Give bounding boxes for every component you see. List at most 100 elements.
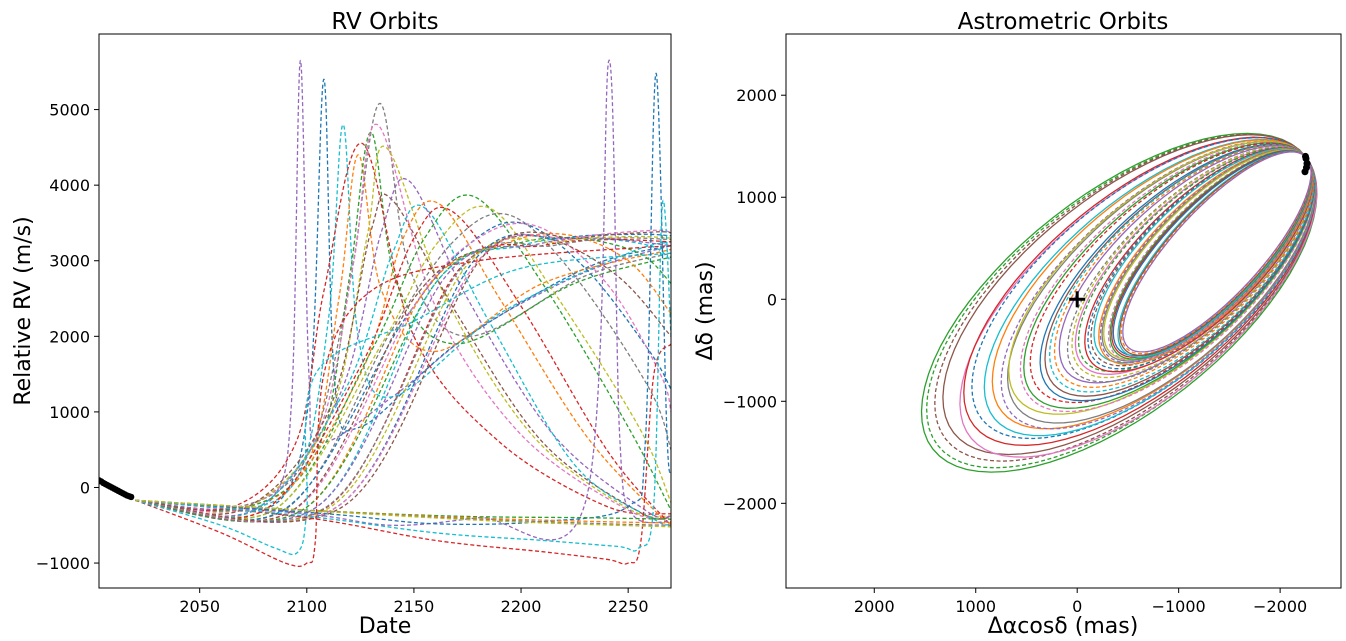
astro-orbit-line (1084, 147, 1314, 373)
astrometric-orbits-panel: Astrometric Orbits 2000 1000 0 −1000 −2000 −… (693, 9, 1342, 639)
astro-orbit-line (1099, 148, 1314, 364)
rv-x-tick-label: 2250 (608, 597, 649, 616)
rv-orbit-line (135, 237, 671, 523)
rv-orbit-line (135, 252, 671, 556)
astro-orbit-line (1117, 150, 1313, 358)
astro-orbit-line (1008, 140, 1316, 415)
rv-orbit-line (135, 237, 671, 522)
rv-y-tick-label: −1000 (36, 554, 90, 573)
rv-orbit-line (135, 131, 671, 512)
astro-orbit-line (1087, 147, 1314, 370)
rv-orbit-line (135, 145, 671, 518)
rv-orbit-line (135, 102, 671, 512)
astro-orbit-line (1120, 151, 1312, 355)
rv-orbit-line (135, 124, 671, 512)
rv-orbit-line (135, 78, 671, 512)
rv-orbit-line (135, 237, 671, 523)
astro-orbit-line (1071, 146, 1315, 379)
astro-orbit-line (1053, 144, 1315, 389)
astro-x-ticks: 2000 1000 0 −1000 −2000 (854, 588, 1307, 616)
rv-orbit-line (135, 59, 671, 541)
astro-orbit-line (1023, 142, 1316, 409)
astro-orbit-line (1109, 149, 1313, 360)
rv-x-tick-label: 2150 (394, 597, 435, 616)
rv-x-tick-label: 2200 (501, 597, 542, 616)
astro-y-tick-label: 0 (767, 290, 777, 309)
rv-plot-area (99, 59, 671, 568)
rv-orbits-panel: RV Orbits 2050 2100 2150 2200 2250 −1000 0 100… (11, 9, 672, 639)
rv-x-tick-label: 2050 (179, 597, 220, 616)
astro-panel-title: Astrometric Orbits (958, 9, 1169, 35)
rv-y-tick-label: 3000 (49, 252, 90, 271)
astro-orbit-line (959, 137, 1318, 458)
astro-data-point (1301, 168, 1309, 176)
rv-orbit-line (135, 124, 671, 520)
rv-x-tick-label: 2100 (286, 597, 327, 616)
astro-orbit-line (1098, 148, 1314, 365)
astro-orbit-line (925, 133, 1318, 469)
rv-y-ticks: −1000 0 1000 2000 3000 4000 5000 (36, 101, 99, 573)
rv-orbit-line (135, 193, 671, 520)
rv-orbit-line (135, 194, 671, 520)
rv-orbit-line (135, 235, 671, 523)
rv-orbit-line (135, 154, 671, 512)
rv-y-tick-label: 2000 (49, 327, 90, 346)
astro-y-ticks: −2000 −1000 0 1000 2000 (723, 86, 786, 513)
rv-orbit-line (135, 72, 671, 526)
astro-x-tick-label: 0 (1072, 597, 1082, 616)
rv-y-tick-label: 1000 (49, 403, 90, 422)
astro-x-tick-label: −2000 (1253, 597, 1307, 616)
rv-orbit-line (135, 244, 671, 568)
rv-panel-title: RV Orbits (331, 9, 438, 35)
astro-orbit-line (1107, 149, 1313, 362)
rv-x-axis-label: Date (359, 614, 412, 639)
astro-data-point (1303, 160, 1311, 168)
astro-x-tick-label: 2000 (854, 597, 895, 616)
rv-orbit-line (135, 499, 671, 526)
rv-orbit-line (135, 205, 671, 520)
astro-orbit-line (934, 133, 1318, 462)
astro-orbit-line (942, 134, 1317, 456)
astro-plot-area (920, 132, 1318, 473)
star-center-marker (1069, 291, 1086, 308)
astro-orbit-line (983, 138, 1317, 437)
rv-y-tick-label: 4000 (49, 176, 90, 195)
astro-x-tick-label: 1000 (955, 597, 996, 616)
rv-orbit-line (135, 206, 671, 527)
astro-orbit-line (1058, 145, 1315, 384)
rv-orbit-line (135, 231, 671, 523)
astro-orbit-line (1122, 151, 1312, 353)
rv-axes-frame (98, 33, 672, 589)
rv-data-point (127, 493, 135, 501)
astro-y-tick-label: 2000 (736, 86, 777, 105)
rv-orbit-line (135, 343, 671, 565)
rv-orbit-line (135, 178, 671, 519)
rv-y-tick-label: 5000 (49, 101, 90, 120)
astro-orbit-line (963, 136, 1317, 446)
astro-y-tick-label: 1000 (736, 188, 777, 207)
astro-orbit-line (1039, 143, 1316, 402)
rv-x-ticks: 2050 2100 2150 2200 2250 (179, 588, 649, 616)
astro-orbit-line (920, 132, 1318, 473)
astro-y-tick-label: −2000 (723, 494, 777, 513)
astro-orbit-line (1048, 144, 1315, 393)
rv-orbit-line (135, 499, 671, 528)
rv-orbit-line (135, 212, 671, 521)
rv-orbit-line (135, 238, 671, 523)
astro-orbit-line (1019, 141, 1316, 413)
rv-orbit-line (135, 499, 671, 524)
rv-orbit-line (135, 142, 671, 515)
astro-x-tick-label: −1000 (1152, 597, 1206, 616)
astro-axes-frame (785, 33, 1342, 589)
rv-y-axis-label: Relative RV (m/s) (11, 216, 36, 405)
rv-orbit-line (135, 237, 671, 523)
rv-orbit-line (135, 234, 671, 522)
rv-orbit-line (135, 199, 671, 552)
astro-y-tick-label: −1000 (723, 392, 777, 411)
astro-orbit-line (971, 136, 1317, 440)
astro-x-axis-label: Δαcosδ (mas) (988, 614, 1139, 639)
astro-orbit-line (1029, 142, 1315, 404)
rv-orbit-line (135, 204, 671, 526)
astro-orbit-line (1118, 150, 1313, 356)
